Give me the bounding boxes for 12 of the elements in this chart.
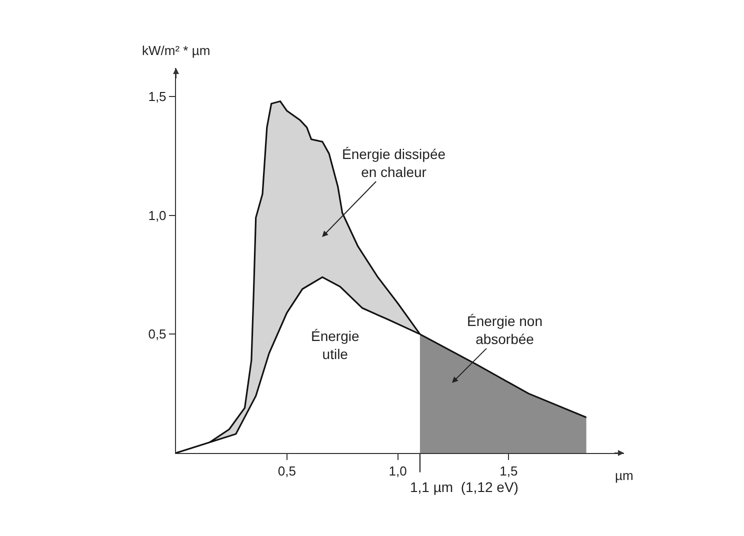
y-tick-label: 1,5 bbox=[148, 89, 166, 104]
ref-line-label: 1,1 µm (1,12 eV) bbox=[410, 479, 518, 495]
x-tick-label: 0,5 bbox=[278, 464, 296, 479]
x-tick-label: 1,5 bbox=[500, 464, 518, 479]
y-tick-label: 0,5 bbox=[148, 326, 166, 342]
annotation: Énergie non absorbée bbox=[467, 313, 543, 348]
y-tick-label: 1,0 bbox=[148, 208, 166, 223]
y-axis-title: kW/m² * µm bbox=[142, 43, 210, 58]
x-tick-label: 1,0 bbox=[388, 464, 407, 479]
x-axis-title: µm bbox=[615, 468, 634, 483]
annotation: Énergie utile bbox=[311, 328, 360, 362]
annotation: Énergie dissipée en chaleur bbox=[342, 146, 446, 180]
